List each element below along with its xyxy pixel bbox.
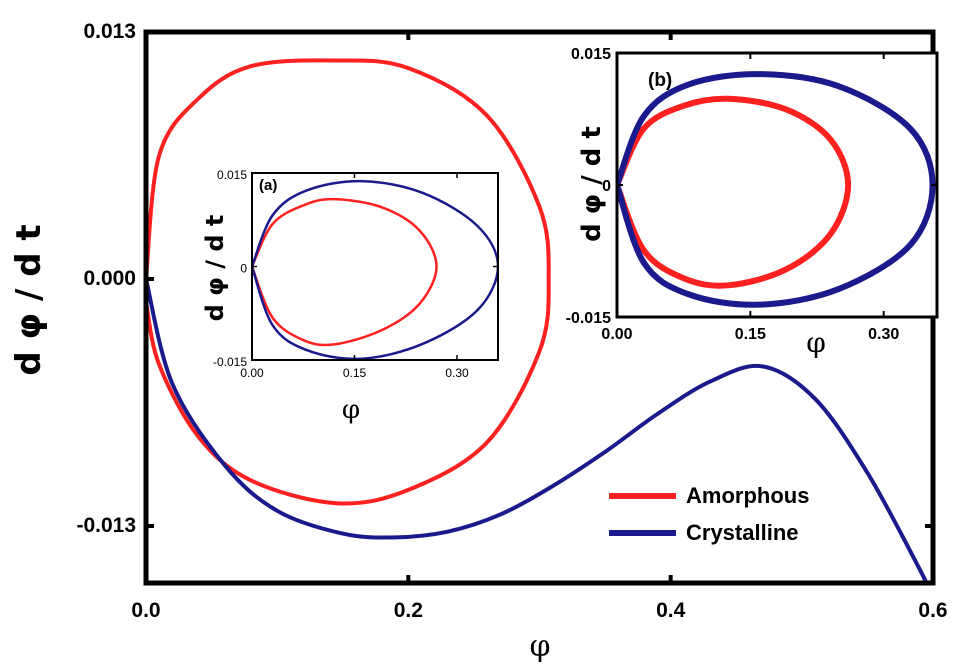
y-axis-label: d φ / d t	[577, 126, 607, 242]
series-line-crystalline	[146, 277, 929, 583]
y-tick-label: 0.015	[571, 46, 611, 63]
series-line-crystalline	[252, 179, 498, 360]
x-tick-label: 0.00	[240, 366, 264, 380]
y-tick-label: 0	[602, 178, 611, 195]
x-tick-label: 0.4	[656, 599, 686, 622]
y-axis-label: d φ / d t	[201, 215, 229, 322]
x-axis-label: φ	[806, 326, 826, 359]
x-axis-label: φ	[342, 395, 360, 425]
legend-label-crystalline: Crystalline	[686, 520, 799, 545]
x-tick-label: 0.6	[918, 599, 947, 622]
x-tick-label: 0.30	[868, 326, 899, 343]
y-tick-label: -0.013	[76, 514, 136, 537]
y-tick-label: -0.015	[213, 355, 247, 369]
y-tick-label: 0	[240, 262, 247, 276]
inset-plot-a: 0.00 0.15 0.30 0.015 0 -0.015 d φ / d t φ	[201, 168, 499, 425]
inset-plot-b: 0.00 0.15 0.30 0.015 0 -0.015 d φ / d t φ	[566, 46, 939, 359]
series-group	[146, 58, 929, 583]
y-tick-label: -0.015	[566, 310, 611, 327]
y-tick-label: 0.015	[217, 168, 247, 182]
x-tick-label: 0.2	[394, 599, 423, 622]
series-line-amorphous	[252, 197, 438, 347]
x-tick-label: 0.30	[445, 366, 469, 380]
x-tick-label: 0.15	[735, 326, 766, 343]
series-line-amorphous	[146, 58, 551, 506]
x-tick-label: 0.15	[343, 366, 367, 380]
series-line-amorphous	[617, 95, 852, 289]
y-tick-label: 0.013	[83, 20, 136, 43]
legend: Amorphous Crystalline	[609, 483, 809, 545]
y-tick-label: 0.000	[83, 267, 136, 290]
x-tick-label: 0.0	[131, 599, 160, 622]
series-group	[252, 179, 498, 360]
panel-label-b: (b)	[648, 70, 672, 91]
x-tick-label: 0.00	[601, 326, 632, 343]
panel-label-a: (a)	[259, 177, 277, 194]
y-axis-label: d φ / d t	[9, 224, 49, 375]
x-axis-label: φ	[529, 629, 550, 664]
legend-label-amorphous: Amorphous	[686, 483, 809, 508]
